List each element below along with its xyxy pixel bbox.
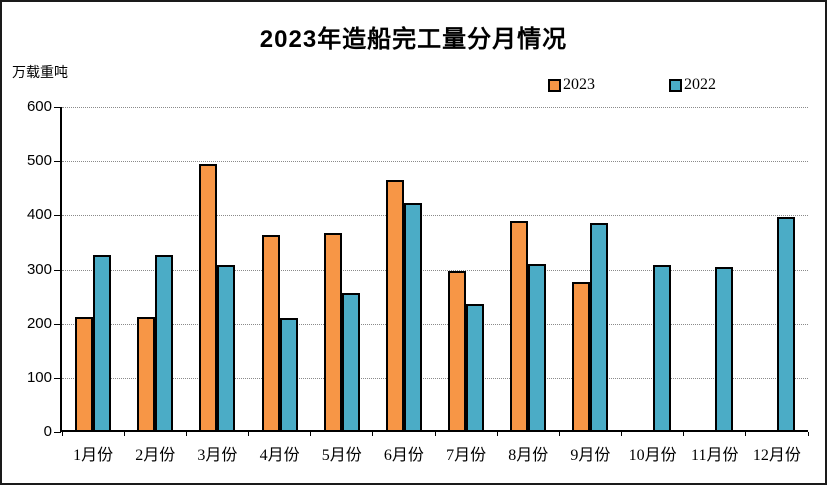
legend-swatch-2023-icon bbox=[548, 78, 561, 92]
x-axis-label-4月份: 4月份 bbox=[259, 447, 300, 464]
x-axis-tick-11 bbox=[745, 432, 747, 436]
x-axis-label-12月份: 12月份 bbox=[752, 447, 801, 464]
x-axis-tick-5 bbox=[372, 432, 374, 436]
y-axis-tick-400 bbox=[54, 215, 61, 217]
legend-label-2023: 2023 bbox=[563, 76, 595, 93]
y-axis-label-500: 500 bbox=[26, 152, 52, 170]
bar-2023-3月份 bbox=[199, 163, 218, 432]
bar-2022-12月份 bbox=[776, 216, 795, 432]
x-axis-tick-10 bbox=[683, 432, 685, 436]
bar-2023-2月份 bbox=[137, 317, 156, 432]
y-axis-label-100: 100 bbox=[26, 368, 52, 386]
bar-2023-4月份 bbox=[261, 235, 280, 432]
x-axis-label-1月份: 1月份 bbox=[73, 447, 114, 464]
y-axis-tick-500 bbox=[54, 161, 61, 163]
x-axis-label-2月份: 2月份 bbox=[135, 447, 176, 464]
y-axis-tick-200 bbox=[54, 323, 61, 325]
x-axis-label-8月份: 8月份 bbox=[508, 447, 549, 464]
bar-2023-5月份 bbox=[323, 232, 342, 432]
bar-2023-8月份 bbox=[510, 220, 529, 432]
x-axis-tick-2 bbox=[185, 432, 187, 436]
x-axis-tick-9 bbox=[621, 432, 622, 436]
plot-area bbox=[60, 107, 808, 432]
x-axis-tick-1 bbox=[123, 432, 125, 436]
x-axis-tick-0 bbox=[61, 432, 63, 436]
bar-2022-8月份 bbox=[528, 264, 547, 432]
y-axis-tick-0 bbox=[54, 432, 61, 433]
x-axis-tick-3 bbox=[248, 432, 249, 436]
gridline-300 bbox=[62, 269, 808, 271]
x-axis-tick-4 bbox=[310, 432, 312, 436]
bar-2022-7月份 bbox=[466, 304, 485, 432]
chart-title: 2023年造船完工量分月情况 bbox=[259, 26, 568, 53]
x-axis-label-7月份: 7月份 bbox=[446, 447, 487, 464]
y-axis-unit-label: 万载重吨 bbox=[12, 66, 68, 81]
gridline-500 bbox=[62, 161, 808, 163]
bar-2022-2月份 bbox=[155, 254, 174, 432]
bar-2022-1月份 bbox=[93, 255, 112, 432]
bar-2023-9月份 bbox=[572, 281, 591, 432]
x-axis-tick-6 bbox=[434, 432, 436, 436]
bar-2022-3月份 bbox=[217, 264, 236, 432]
bar-2022-11月份 bbox=[714, 267, 733, 432]
bar-2022-4月份 bbox=[279, 318, 298, 432]
legend-item-2023: 2023 bbox=[548, 76, 595, 94]
bar-2023-7月份 bbox=[448, 271, 467, 432]
y-axis-label-0: 0 bbox=[43, 423, 52, 440]
x-axis-label-3月份: 3月份 bbox=[197, 447, 238, 464]
x-axis-label-11月份: 11月份 bbox=[691, 447, 739, 464]
y-axis-tick-100 bbox=[54, 377, 61, 379]
x-axis-label-5月份: 5月份 bbox=[321, 447, 362, 464]
bar-2022-6月份 bbox=[403, 203, 422, 432]
bar-2023-1月份 bbox=[75, 317, 94, 432]
x-axis-tick-12 bbox=[807, 432, 809, 436]
x-axis-label-6月份: 6月份 bbox=[383, 447, 424, 464]
gridline-400 bbox=[62, 215, 808, 217]
gridline-100 bbox=[62, 377, 808, 379]
x-axis-tick-8 bbox=[558, 432, 560, 436]
y-axis-tick-600 bbox=[54, 107, 61, 108]
gridline-600 bbox=[62, 107, 808, 108]
y-axis-label-400: 400 bbox=[26, 206, 52, 224]
y-axis-label-600: 600 bbox=[26, 98, 52, 115]
x-axis-tick-7 bbox=[496, 432, 498, 436]
x-axis-line bbox=[62, 430, 808, 432]
bar-2022-5月份 bbox=[341, 292, 360, 432]
gridline-200 bbox=[62, 323, 808, 325]
y-axis-tick-300 bbox=[54, 269, 61, 271]
x-axis-label-10月份: 10月份 bbox=[628, 447, 677, 464]
bar-2022-9月份 bbox=[590, 222, 609, 432]
legend-item-2022: 2022 bbox=[669, 76, 716, 94]
bar-2023-6月份 bbox=[385, 179, 404, 432]
y-axis-label-200: 200 bbox=[26, 314, 52, 332]
x-axis-label-9月份: 9月份 bbox=[570, 447, 611, 464]
legend-swatch-2022-icon bbox=[669, 78, 682, 92]
y-axis-label-300: 300 bbox=[26, 260, 52, 278]
bar-2022-10月份 bbox=[652, 265, 671, 432]
legend-label-2022: 2022 bbox=[684, 76, 716, 93]
